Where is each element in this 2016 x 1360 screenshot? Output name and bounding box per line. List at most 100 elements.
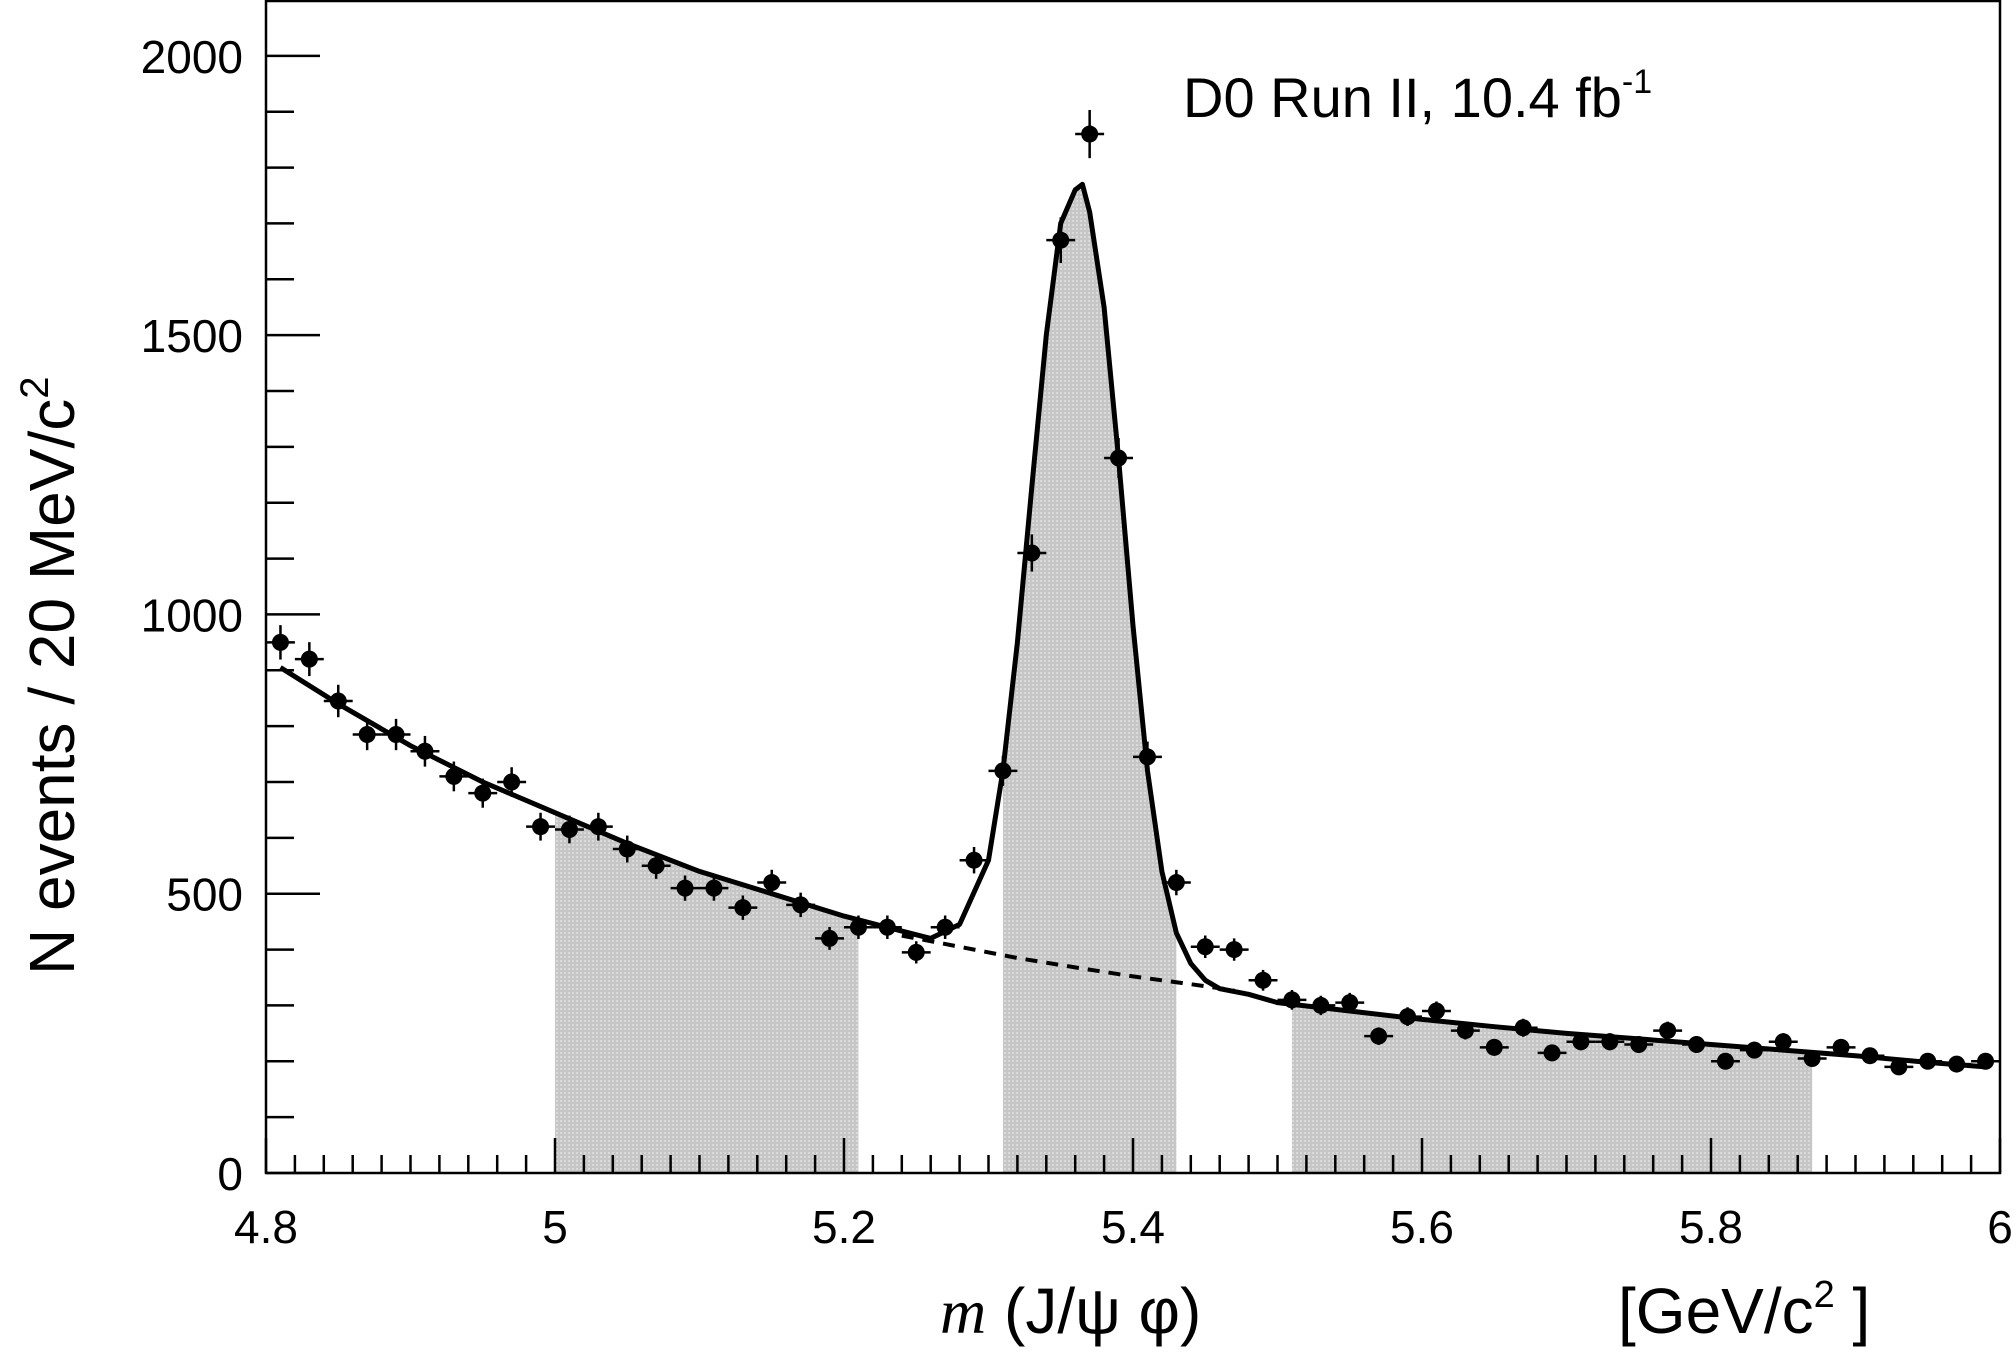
data-marker	[1716, 1052, 1734, 1070]
data-marker	[1774, 1033, 1792, 1051]
data-marker	[358, 726, 376, 744]
y-tick-label: 0	[217, 1148, 243, 1200]
y-axis-title: N events / 20 MeV/c2	[13, 377, 88, 976]
data-marker	[1514, 1019, 1532, 1037]
data-marker	[416, 742, 434, 760]
data-marker	[1485, 1038, 1503, 1056]
data-point	[1768, 1033, 1798, 1051]
shaded-region-1	[555, 812, 859, 1173]
data-point	[1017, 534, 1047, 572]
data-point	[670, 875, 700, 901]
data-marker	[1659, 1022, 1677, 1040]
data-point	[1248, 969, 1278, 991]
data-marker	[878, 918, 896, 936]
data-marker	[965, 851, 983, 869]
data-marker	[1890, 1058, 1908, 1076]
data-marker	[1138, 748, 1156, 766]
data-point	[1219, 938, 1249, 961]
data-marker	[1370, 1027, 1388, 1045]
x-axis-title: m (J/ψ φ)	[940, 1275, 1201, 1347]
data-point	[1133, 741, 1162, 773]
data-point	[930, 915, 960, 939]
data-point	[1422, 1001, 1451, 1021]
x-tick-label: 5.2	[812, 1201, 876, 1253]
data-marker	[1196, 938, 1214, 956]
data-marker	[849, 918, 867, 936]
data-point	[1624, 1036, 1654, 1054]
data-marker	[1919, 1052, 1937, 1070]
data-point	[815, 926, 844, 950]
tick-labels: 4.8 5 5.2 5.4 5.6 5.8 6 0 500 1000 1500 2000	[141, 31, 2013, 1253]
data-point	[1508, 1018, 1538, 1037]
data-point	[1450, 1021, 1480, 1040]
background-fit-layer	[901, 933, 1235, 993]
data-point	[1277, 990, 1307, 1010]
data-point	[757, 869, 787, 896]
data-marker	[1427, 1002, 1445, 1020]
x-axis-units: [GeV/c2 ]	[1618, 1274, 1870, 1347]
data-marker	[300, 650, 318, 668]
x-tick-label: 5.4	[1101, 1201, 1165, 1253]
data-marker	[1225, 941, 1243, 959]
data-point	[1913, 1052, 1943, 1070]
data-point	[1739, 1041, 1769, 1059]
x-tick-label: 5	[542, 1201, 568, 1253]
data-point	[1075, 109, 1105, 159]
data-point	[1306, 995, 1336, 1016]
data-marker	[821, 929, 839, 947]
data-point	[1537, 1044, 1567, 1062]
data-point	[988, 755, 1018, 786]
data-point	[959, 846, 989, 874]
data-marker	[1456, 1022, 1474, 1040]
data-point	[1855, 1047, 1885, 1065]
data-marker	[1832, 1038, 1850, 1056]
data-point	[641, 852, 671, 879]
data-point	[872, 915, 902, 939]
data-marker	[1630, 1036, 1648, 1054]
data-marker	[1745, 1041, 1763, 1059]
data-marker	[1948, 1055, 1966, 1073]
data-point	[1711, 1052, 1740, 1070]
data-point	[699, 875, 729, 901]
data-point	[1566, 1033, 1596, 1051]
data-marker	[1283, 991, 1301, 1009]
data-point	[1682, 1036, 1711, 1054]
data-point	[526, 812, 555, 841]
data-point	[728, 895, 758, 920]
data-point	[439, 761, 469, 792]
data-points-layer	[266, 109, 2000, 1076]
data-point	[1942, 1055, 1972, 1073]
data-point	[410, 735, 440, 767]
data-marker	[1861, 1047, 1879, 1065]
shaded-region-2	[1002, 185, 1177, 1174]
data-marker	[1110, 449, 1128, 467]
data-point	[294, 642, 324, 677]
data-point	[1595, 1033, 1625, 1051]
data-point	[1104, 438, 1133, 479]
data-marker	[792, 896, 810, 914]
data-marker	[647, 857, 665, 875]
data-point	[1046, 217, 1076, 264]
data-point	[1161, 869, 1191, 896]
data-point	[352, 718, 382, 751]
data-marker	[1052, 231, 1070, 249]
data-marker	[936, 918, 954, 936]
data-point	[1393, 1007, 1422, 1026]
data-marker	[1341, 994, 1359, 1012]
data-point	[612, 835, 642, 863]
data-point	[381, 718, 411, 751]
data-marker	[1254, 971, 1272, 989]
data-marker	[532, 818, 550, 836]
x-tick-label: 6	[1987, 1201, 2013, 1253]
data-point	[1797, 1049, 1827, 1067]
data-point	[555, 815, 584, 844]
x-tick-label: 4.8	[234, 1201, 298, 1253]
data-marker	[1688, 1036, 1706, 1054]
data-marker	[329, 692, 347, 710]
data-point	[583, 812, 613, 841]
data-marker	[1081, 125, 1099, 143]
data-point	[1479, 1038, 1509, 1056]
data-marker	[734, 899, 752, 917]
axes-ticks	[264, 0, 2002, 1175]
data-marker	[907, 943, 925, 961]
